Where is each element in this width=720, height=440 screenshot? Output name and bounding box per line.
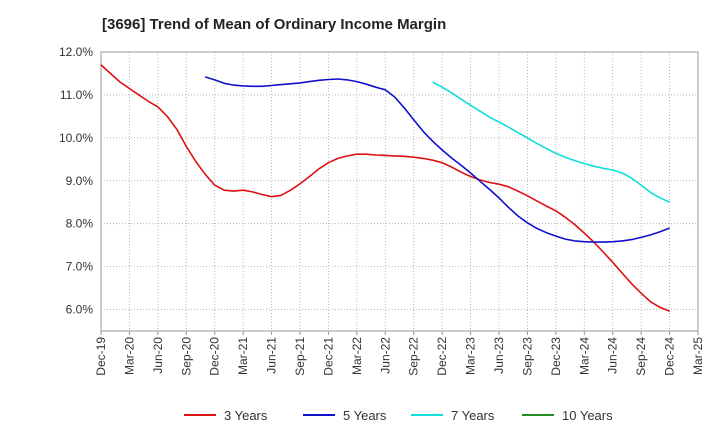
x-tick-label: Jun-22	[378, 337, 392, 374]
x-tick-label: Mar-25	[691, 337, 705, 375]
y-tick-label: 9.0%	[66, 174, 94, 188]
x-tick-label: Dec-24	[663, 337, 677, 376]
series-layer	[100, 64, 670, 313]
y-tick-label: 11.0%	[60, 88, 93, 102]
x-tick-label: Jun-23	[492, 337, 506, 374]
legend-label: 10 Years	[562, 408, 613, 423]
chart-title: [3696] Trend of Mean of Ordinary Income …	[102, 16, 447, 33]
plot-frame	[100, 51, 699, 332]
legend-item-5-years: 5 Years	[303, 408, 387, 423]
x-tick-label: Mar-20	[122, 337, 136, 375]
series-line-7-years	[432, 81, 670, 203]
x-tick-label: Sep-23	[520, 337, 534, 376]
series-line-5-years	[204, 76, 670, 243]
x-tick-label: Mar-24	[577, 337, 591, 375]
x-tick-label: Dec-22	[435, 337, 449, 376]
y-tick-label: 7.0%	[66, 260, 94, 274]
legend: 3 Years 5 Years 7 Years 10 Years	[184, 408, 613, 423]
y-tick-label: 10.0%	[59, 131, 93, 145]
series-line-3-years	[100, 64, 670, 313]
legend-label: 3 Years	[224, 408, 268, 423]
x-tick-label: Sep-20	[179, 337, 193, 376]
y-tick-label: 8.0%	[66, 217, 94, 231]
x-tick-label: Jun-20	[151, 337, 165, 374]
x-tick-label: Mar-23	[464, 337, 478, 375]
x-tick-label: Mar-22	[350, 337, 364, 375]
x-tick-label: Dec-21	[321, 337, 335, 376]
x-tick-label: Dec-23	[549, 337, 563, 376]
legend-item-10-years: 10 Years	[522, 408, 613, 423]
axis-layer: 6.0% 7.0% 8.0% 9.0% 10.0% 11.0% 12.0% Dec-19 Mar…	[59, 45, 705, 376]
legend-label: 7 Years	[451, 408, 495, 423]
x-tick-label: Sep-24	[634, 337, 648, 376]
y-tick-label: 12.0%	[59, 45, 93, 59]
y-tick-label: 6.0%	[66, 303, 94, 317]
legend-item-3-years: 3 Years	[184, 408, 268, 423]
x-tick-label: Dec-19	[94, 337, 108, 376]
x-tick-label: Sep-22	[407, 337, 421, 376]
x-tick-label: Sep-21	[293, 337, 307, 376]
x-tick-label: Dec-20	[208, 337, 222, 376]
grid-layer	[101, 51, 698, 331]
x-tick-label: Jun-21	[265, 337, 279, 374]
legend-item-7-years: 7 Years	[411, 408, 495, 423]
x-tick-label: Jun-24	[606, 337, 620, 374]
x-tick-label: Mar-21	[236, 337, 250, 375]
legend-label: 5 Years	[343, 408, 387, 423]
